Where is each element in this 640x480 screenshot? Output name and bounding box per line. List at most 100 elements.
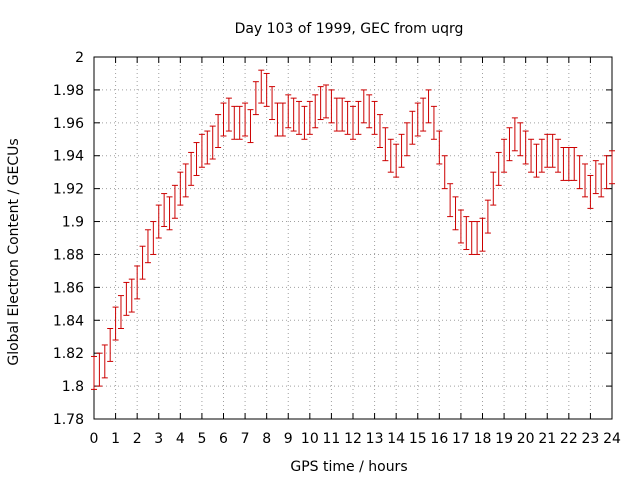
x-tick-label: 14 [387, 431, 405, 447]
error-bar-point [468, 221, 475, 255]
error-bar-point [522, 130, 529, 165]
error-bar-point [312, 94, 319, 129]
axes [93, 56, 613, 420]
error-bar-point [139, 245, 146, 280]
y-tick-label: 1.92 [53, 182, 84, 198]
x-tick-label: 23 [582, 431, 600, 447]
error-bar-point [188, 151, 195, 186]
error-bar-point [560, 147, 567, 181]
error-bar-point [344, 100, 351, 135]
y-tick-label: 1.98 [53, 83, 84, 99]
error-bar-point [161, 193, 168, 227]
y-tick-label: 1.88 [53, 247, 84, 263]
x-tick-label: 8 [262, 431, 271, 447]
error-bar-point [576, 155, 583, 190]
x-tick-label: 0 [90, 431, 99, 447]
error-bar-point [350, 105, 356, 140]
x-tick-label: 4 [176, 431, 185, 447]
y-tick-label: 1.86 [53, 280, 84, 296]
x-tick-label: 10 [301, 431, 319, 447]
error-bar-point [452, 196, 459, 231]
error-bar-point [117, 295, 124, 329]
error-bar-point [355, 100, 362, 135]
plot-border [93, 56, 613, 420]
error-bar-point [225, 97, 232, 132]
error-bar-point [571, 147, 578, 181]
error-bar-point [236, 105, 243, 140]
error-bar-point [209, 125, 216, 160]
error-bar-point [333, 97, 340, 132]
error-bar-point [463, 216, 470, 251]
x-tick-label: 7 [241, 431, 250, 447]
error-bar-point [155, 204, 162, 239]
error-bar-point [204, 130, 211, 165]
error-bar-point [517, 122, 524, 157]
x-tick-label: 18 [474, 431, 492, 447]
error-bar-point [382, 127, 389, 162]
error-bar-point [441, 155, 448, 190]
error-bar-point [231, 105, 238, 140]
error-bar-point [144, 229, 151, 264]
error-bar-point [447, 183, 454, 218]
error-bar-point [592, 160, 599, 195]
error-bar-point [587, 174, 594, 209]
error-bar-point [198, 133, 205, 168]
error-bar-point [220, 102, 227, 137]
error-bar-point [479, 217, 486, 252]
x-tick-label: 1 [111, 431, 120, 447]
error-bar-point [414, 102, 421, 137]
error-bar-point [107, 328, 114, 362]
x-tick-label: 21 [538, 431, 556, 447]
error-bar-point [506, 127, 513, 162]
y-tick-label: 1.9 [62, 215, 84, 231]
data-series [91, 69, 615, 390]
error-bar-point [101, 344, 108, 379]
error-bar-point [366, 94, 373, 129]
error-bar-point [511, 117, 518, 152]
error-bar-point [247, 109, 254, 144]
error-bar-point [285, 94, 292, 129]
error-bar-point [128, 278, 135, 313]
error-bar-point [296, 100, 303, 135]
error-bar-point [609, 150, 615, 185]
error-bar-point [430, 105, 437, 140]
error-bar-point [258, 69, 265, 104]
error-bar-point [474, 221, 481, 255]
error-bar-point [538, 138, 545, 173]
y-tick-labels: 1.78 1.8 1.82 1.84 1.86 1.88 1.9 1.92 1.94 1.96 1.… [53, 50, 84, 428]
x-axis-label: GPS time / hours [290, 459, 407, 475]
error-bar-point [112, 306, 119, 341]
x-tick-label: 20 [517, 431, 535, 447]
error-bar-point [544, 133, 551, 168]
x-tick-label: 16 [430, 431, 448, 447]
error-bar-point [398, 133, 405, 168]
x-tick-label: 12 [344, 431, 362, 447]
x-tick-label: 5 [197, 431, 206, 447]
error-bar-point [301, 105, 308, 140]
chart-title: Day 103 of 1999, GEC from uqrg [235, 21, 464, 37]
error-bar-point [177, 171, 184, 206]
error-bar-point [166, 196, 173, 231]
error-bar-point [603, 155, 610, 190]
error-bar-point [263, 72, 270, 107]
x-tick-label: 22 [560, 431, 578, 447]
error-bar-point [328, 89, 335, 124]
error-bar-point [252, 81, 259, 116]
error-bar-point [420, 97, 427, 132]
error-bar-point [269, 86, 276, 121]
error-bar-point [490, 171, 497, 206]
error-bar-point [501, 138, 508, 173]
error-bar-point [274, 102, 281, 137]
error-bar-point [182, 163, 189, 198]
error-bar-point [495, 151, 502, 186]
error-bar-point [171, 184, 178, 219]
error-bar-point [317, 86, 324, 121]
x-tick-label: 17 [452, 431, 470, 447]
y-tick-label: 1.8 [62, 379, 84, 395]
x-tick-label: 15 [409, 431, 427, 447]
x-tick-label: 24 [603, 431, 621, 447]
error-bar-point [323, 84, 330, 119]
error-bar-point [528, 138, 535, 173]
error-bar-point [150, 221, 157, 255]
x-tick-label: 11 [323, 431, 341, 447]
